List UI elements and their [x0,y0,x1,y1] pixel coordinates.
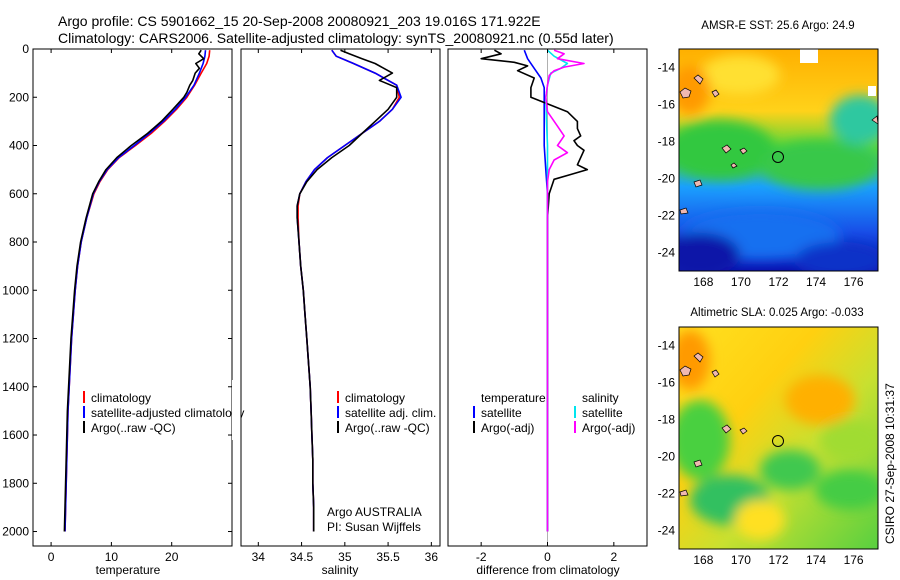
sla-xtick-label-2: 172 [768,553,788,567]
temperature-ytick-label-3: 600 [9,187,29,201]
salinity-xtick-label-2: 35 [338,550,352,564]
temperature-ytick-label-9: 1800 [2,476,29,490]
argo-program-label: Argo AUSTRALIA [327,505,422,519]
sst-ytick-label-1: -16 [658,98,676,112]
temperature-ytick-label-4: 800 [9,235,29,249]
temperature-xtick-label-2: 20 [165,550,179,564]
difference-legend-temperature-header: temperature [481,391,546,405]
sst-xtick-label-3: 174 [806,275,826,289]
salinity-xtick-label-3: 35.5 [376,550,400,564]
sst-ytick-label-2: -18 [658,135,676,149]
temperature-ytick-label-6: 1200 [2,332,29,346]
figure-title-line2: Climatology: CARS2006. Satellite-adjuste… [58,30,614,46]
sla-map-title: Altimetric SLA: 0.025 Argo: -0.033 [690,307,863,319]
temperature-series-2 [63,49,205,532]
difference-legend: temperature satellite Argo(-adj) salinit… [473,391,635,435]
difference-xlabel: difference from climatology [476,563,619,577]
sla-xtick-label-1: 170 [731,553,751,567]
difference-legend-salinity-satellite: satellite [582,406,623,420]
difference-legend-salinity-header: salinity [582,391,619,405]
salinity-legend-climatology: climatology [345,391,405,405]
sla-xtick-label-3: 174 [806,553,826,567]
sst-xtick-label-0: 168 [693,275,713,289]
difference-legend-salinity-argo: Argo(-adj) [582,421,635,435]
figure-title-line1: Argo profile: CS 5901662_15 20-Sep-2008 … [58,13,541,29]
footer-credit: CSIRO 27-Sep-2008 10:31:37 [883,383,897,544]
temperature-legend-climatology: climatology [91,391,151,405]
sst-ytick-label-5: -24 [658,246,676,260]
difference-xtick-label-2: 2 [610,550,617,564]
salinity-series-2 [296,49,398,532]
sst-map-title: AMSR-E SST: 25.6 Argo: 24.9 [701,20,854,32]
temperature-ytick-label-0: 0 [22,42,29,56]
difference-legend-temperature-argo: Argo(-adj) [481,421,534,435]
sla-xtick-label-0: 168 [693,553,713,567]
sst-argo-location-marker [772,151,784,163]
sst-xtick-label-4: 176 [844,275,864,289]
sst-xtick-label-1: 170 [731,275,751,289]
sla-xtick-label-4: 176 [844,553,864,567]
salinity-xtick-label-4: 36 [425,550,439,564]
sla-ytick-label-2: -18 [658,413,676,427]
sla-ytick-label-4: -22 [658,487,676,501]
temperature-ytick-label-1: 200 [9,90,29,104]
difference-series-3 [544,49,585,532]
sla-ytick-label-0: -14 [658,339,676,353]
sla-map [679,327,878,549]
salinity-legend-satellite: satellite adj. clim. [345,406,436,420]
temperature-ytick-label-8: 1600 [2,428,29,442]
temperature-ytick-label-10: 2000 [2,525,29,539]
temperature-legend-argo: Argo(..raw -QC) [91,421,176,435]
temperature-ytick-label-2: 400 [9,139,29,153]
sst-xtick-label-2: 172 [768,275,788,289]
difference-xtick-label-1: 0 [544,550,551,564]
temperature-xtick-label-0: 0 [48,550,55,564]
sst-ytick-label-4: -22 [658,209,676,223]
sla-argo-location-marker [772,435,784,447]
salinity-legend-argo: Argo(..raw -QC) [345,421,430,435]
salinity-legend: climatology satellite adj. clim. Argo(..… [337,391,436,435]
salinity-xtick-label-1: 34.5 [290,550,314,564]
sst-ytick-label-3: -20 [658,172,676,186]
temperature-legend: climatology satellite-adjusted climatolo… [83,391,244,435]
line-layer [63,49,589,546]
sla-ytick-label-3: -20 [658,450,676,464]
sla-ytick-label-1: -16 [658,376,676,390]
salinity-xlabel: salinity [322,563,359,577]
difference-xtick-label-0: -2 [476,550,487,564]
sst-ytick-label-0: -14 [658,61,676,75]
sla-ytick-label-5: -24 [658,524,676,538]
pi-name-label: PI: Susan Wijffels [327,520,421,534]
salinity-panel [240,48,441,547]
temperature-xlabel: temperature [96,563,161,577]
sst-map [679,49,878,271]
salinity-xtick-label-0: 34 [252,550,266,564]
difference-legend-temperature-satellite: satellite [481,406,522,420]
temperature-ytick-label-5: 1000 [2,283,29,297]
temperature-xtick-label-1: 10 [105,550,119,564]
temperature-panel [32,48,233,547]
temperature-ytick-label-7: 1400 [2,380,29,394]
temperature-legend-satellite: satellite-adjusted climatology [91,406,244,420]
